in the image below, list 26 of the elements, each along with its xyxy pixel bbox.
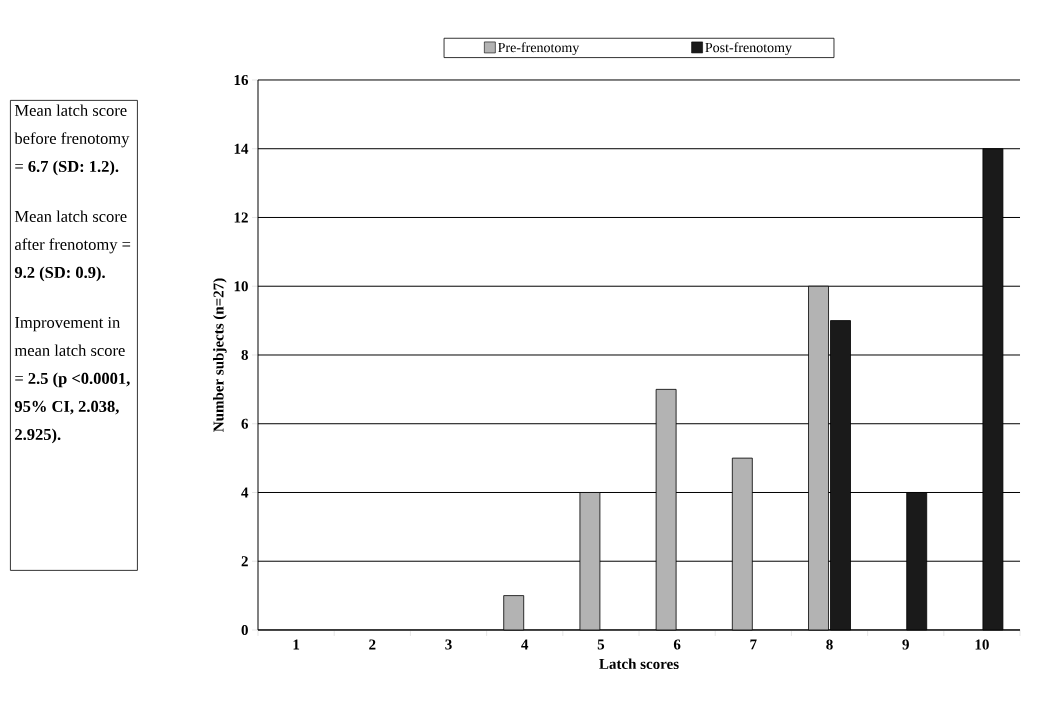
y-tick-label: 14 — [234, 143, 249, 154]
x-tick-label: 6 — [673, 639, 681, 650]
x-tick-label: 1 — [293, 639, 300, 650]
y-tick-label: 2 — [241, 556, 248, 567]
y-tick-label: 16 — [234, 74, 249, 86]
x-tick-label: 3 — [445, 639, 452, 650]
legend-label: Pre-frenotomy — [498, 42, 580, 56]
y-tick-label: 8 — [241, 349, 248, 361]
y-tick-label: 12 — [234, 212, 248, 223]
text: Mean latch score after frenotomy = 9.2 (SD: 0.9). — [14, 210, 131, 282]
x-axis-title: Latch scores — [599, 658, 679, 670]
x-tick-label: 5 — [597, 639, 605, 650]
text: Improvement in mean latch score = 2.5 (p <0.0001, 95% CI, 2.038, 2.925). — [14, 316, 130, 444]
y-tick-label: 10 — [234, 281, 248, 292]
y-axis-title: Number subjects (n=27) — [213, 278, 227, 432]
x-tick-label: 8 — [826, 639, 833, 650]
x-tick-label: 10 — [975, 639, 989, 650]
y-tick-label: 0 — [241, 624, 248, 636]
x-tick-label: 4 — [521, 639, 529, 650]
y-tick-label: 6 — [241, 418, 249, 429]
x-tick-label: 7 — [750, 639, 757, 650]
legend-label: Post-frenotomy — [705, 42, 792, 56]
text: Mean latch score before frenotomy = 6.7 (SD: 1.2). — [14, 104, 130, 176]
y-tick-label: 4 — [241, 487, 249, 498]
x-tick-label: 2 — [369, 639, 376, 650]
x-tick-label: 9 — [902, 639, 909, 650]
